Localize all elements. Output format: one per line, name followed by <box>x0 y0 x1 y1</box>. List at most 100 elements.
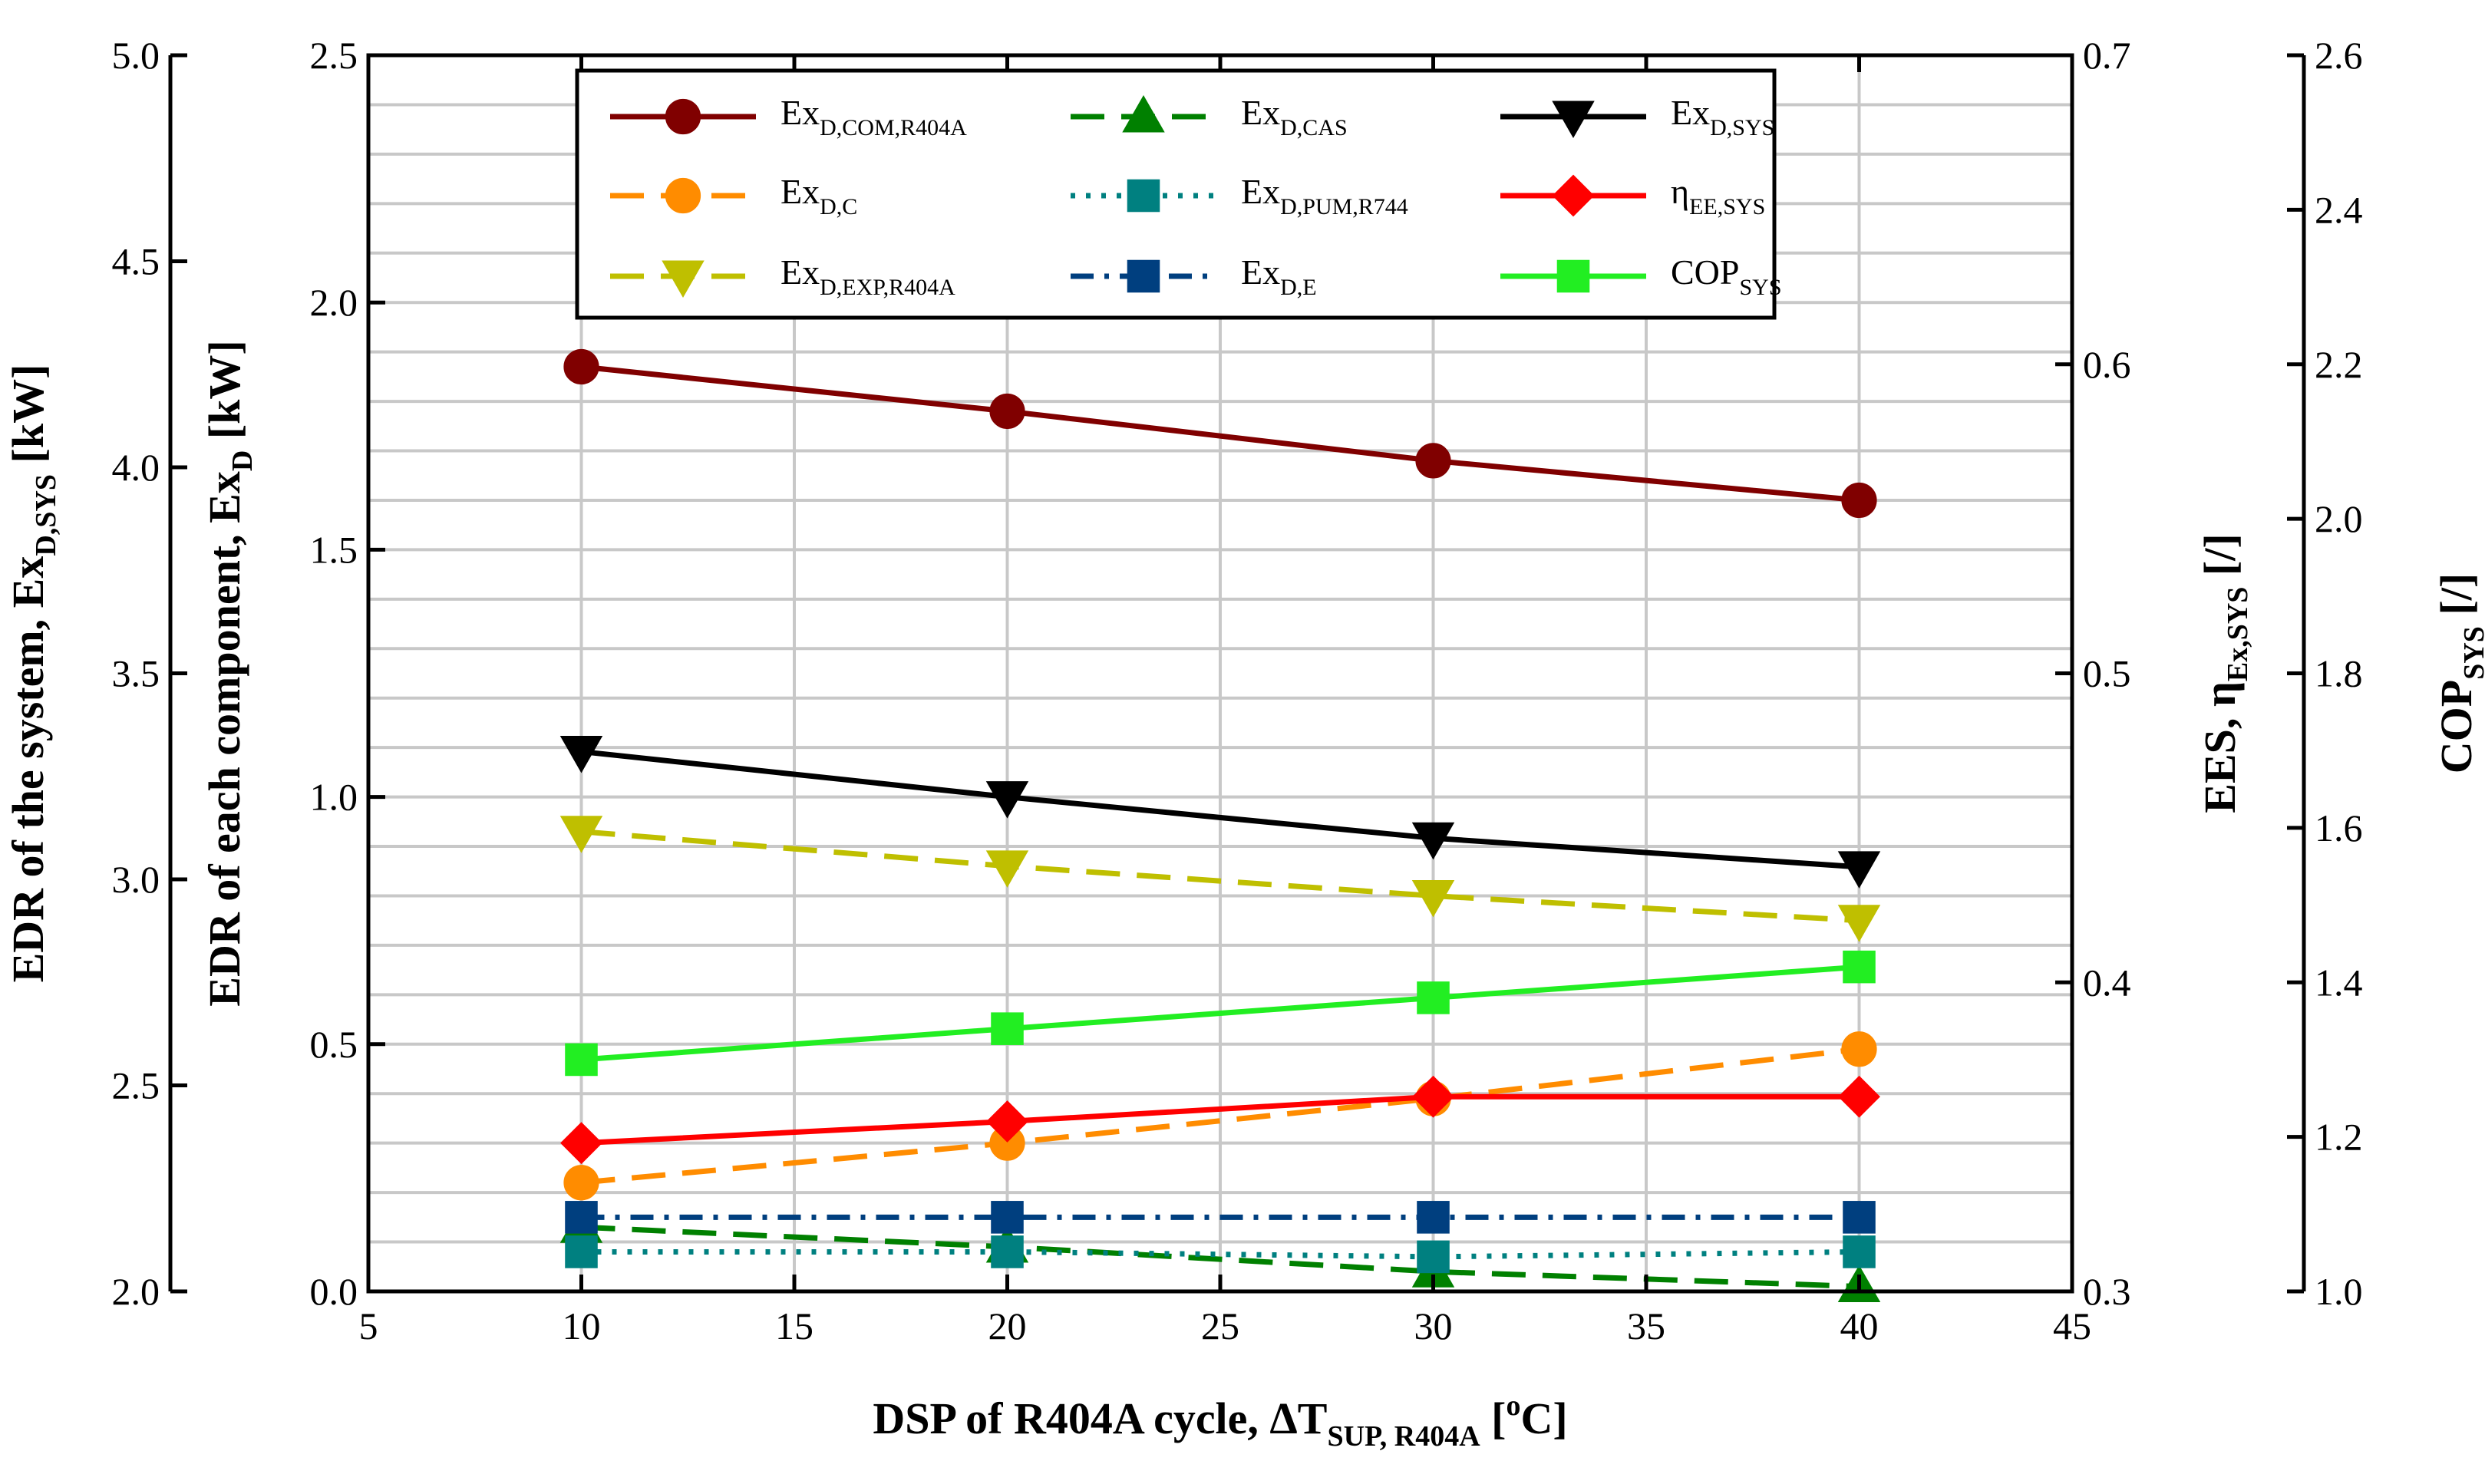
y-tick-label-right-outer: 2.6 <box>2315 34 2363 77</box>
series-line <box>581 964 1860 1063</box>
series-marker <box>1841 1031 1877 1067</box>
y-tick-label-left-outer: 2.5 <box>112 1064 160 1107</box>
series-marker <box>1837 905 1881 942</box>
series-marker <box>1843 950 1876 984</box>
series-marker <box>1412 1075 1454 1118</box>
series-line <box>581 364 1860 503</box>
series-marker <box>1843 1235 1876 1268</box>
axes: 2.0 2.5 3.0 3.5 4.0 4.5 5.0 EDR of the system, … <box>3 34 2485 1453</box>
y-tick-label-left-outer: 2.0 <box>112 1270 160 1313</box>
x-tick-label: 25 <box>1201 1304 1239 1347</box>
series-8 <box>565 950 1876 1077</box>
series-marker <box>1552 101 1595 139</box>
y-tick-label-right-outer: 2.0 <box>2315 497 2363 540</box>
x-tick-label: 45 <box>2053 1304 2091 1347</box>
series-line <box>581 1093 1860 1146</box>
legend-label: ExD,C <box>780 172 857 219</box>
y-tick-label-right-inner: 0.6 <box>2083 343 2131 386</box>
series-marker <box>1127 259 1160 293</box>
legend-entry-0: ExD,COM,R404A <box>610 93 967 140</box>
series-layer <box>559 348 1881 1303</box>
series-marker <box>1411 879 1455 918</box>
y-axis-title-left-outer: EDR of the system, ExD,SYS [kW] <box>3 364 62 983</box>
y-tick-label-left-inner: 0.5 <box>310 1023 358 1066</box>
legend-label: COPSYS <box>1671 252 1782 300</box>
series-marker <box>1417 1201 1450 1234</box>
series-marker <box>1415 443 1451 479</box>
y-tick-label-right-outer: 1.6 <box>2315 806 2363 849</box>
x-tick-label: 15 <box>775 1304 813 1347</box>
x-tick-label: 20 <box>988 1304 1027 1347</box>
y-tick-label-right-outer: 1.2 <box>2315 1116 2363 1159</box>
y-tick-label-left-inner: 2.5 <box>310 34 358 77</box>
legend-entry-2: ExD,EXP,R404A <box>610 252 955 300</box>
series-marker <box>985 850 1029 888</box>
y-tick-label-left-outer: 4.5 <box>112 240 160 283</box>
y-tick-label-right-outer: 2.4 <box>2315 188 2363 231</box>
series-line <box>581 749 1860 870</box>
series-marker <box>559 736 603 773</box>
x-tick-label: 40 <box>1840 1304 1879 1347</box>
y-tick-label-right-inner: 0.4 <box>2083 961 2131 1004</box>
x-tick-label: 10 <box>563 1304 601 1347</box>
legend-entry-6: ExD,SYS <box>1500 93 1774 140</box>
legend-label: ExD,PUM,R744 <box>1241 172 1408 219</box>
legend-label: ExD,COM,R404A <box>780 93 967 140</box>
series-marker <box>985 781 1029 819</box>
series-marker <box>565 1201 598 1234</box>
series-marker <box>1127 179 1160 213</box>
y-tick-label-right-inner: 0.5 <box>2083 652 2131 695</box>
series-marker <box>989 393 1025 430</box>
series-marker <box>559 816 603 853</box>
y-tick-label-right-inner: 0.7 <box>2083 34 2131 77</box>
legend-entry-7: ηEE,SYS <box>1500 172 1765 219</box>
legend-entry-3: ExD,CAS <box>1071 93 1348 140</box>
series-marker <box>665 177 701 214</box>
series-marker <box>1841 482 1877 519</box>
series-7 <box>560 1075 1880 1165</box>
series-marker <box>991 1201 1024 1234</box>
x-tick-label: 35 <box>1627 1304 1665 1347</box>
series-marker <box>1556 259 1590 293</box>
y-axis-title-left-inner: EDR of each component, ExD [kW] <box>200 340 259 1006</box>
series-marker <box>1552 174 1595 217</box>
series-6 <box>559 736 1881 889</box>
legend-entry-4: ExD,PUM,R744 <box>1071 172 1408 219</box>
y-tick-label-left-inner: 2.0 <box>310 281 358 324</box>
legend-label: ExD,CAS <box>1241 93 1348 140</box>
series-4 <box>565 1235 1876 1274</box>
y-tick-label-left-inner: 1.5 <box>310 528 358 571</box>
series-marker <box>1838 1075 1880 1118</box>
x-tick-label: 5 <box>359 1304 378 1347</box>
y-tick-label-left-inner: 0.0 <box>310 1270 358 1313</box>
y-tick-label-right-outer: 1.0 <box>2315 1270 2363 1313</box>
y-tick-label-right-outer: 1.8 <box>2315 652 2363 695</box>
series-marker <box>563 348 599 385</box>
series-marker <box>565 1235 598 1268</box>
series-5 <box>565 1201 1876 1234</box>
series-marker <box>665 98 701 135</box>
legend-label: ExD,SYS <box>1671 93 1774 140</box>
series-line <box>581 1046 1860 1186</box>
series-marker <box>560 1122 602 1165</box>
series-marker <box>1843 1201 1876 1234</box>
y-tick-label-left-inner: 1.0 <box>310 776 358 819</box>
series-2 <box>559 816 1881 942</box>
y-axis-title-right-outer: COPSYS [/] <box>2431 573 2485 773</box>
y-tick-label-left-outer: 3.0 <box>112 858 160 901</box>
y-tick-label-left-outer: 5.0 <box>112 34 160 77</box>
legend-entry-5: ExD,E <box>1071 252 1317 300</box>
series-marker <box>563 1165 599 1201</box>
series-marker <box>1837 851 1881 889</box>
series-marker <box>986 1100 1028 1143</box>
x-tick-label: 30 <box>1414 1304 1453 1347</box>
series-marker <box>1417 981 1450 1014</box>
legend-label: ExD,E <box>1241 252 1317 300</box>
y-tick-label-right-outer: 1.4 <box>2315 961 2363 1004</box>
series-0 <box>563 348 1877 519</box>
legend-entry-8: COPSYS <box>1500 252 1782 300</box>
legend: ExD,COM,R404A ExD,CAS ExD,SYS ExD,C ExD,PUM,… <box>575 68 1782 320</box>
series-marker <box>565 1043 598 1077</box>
y-tick-label-right-outer: 2.2 <box>2315 343 2363 386</box>
